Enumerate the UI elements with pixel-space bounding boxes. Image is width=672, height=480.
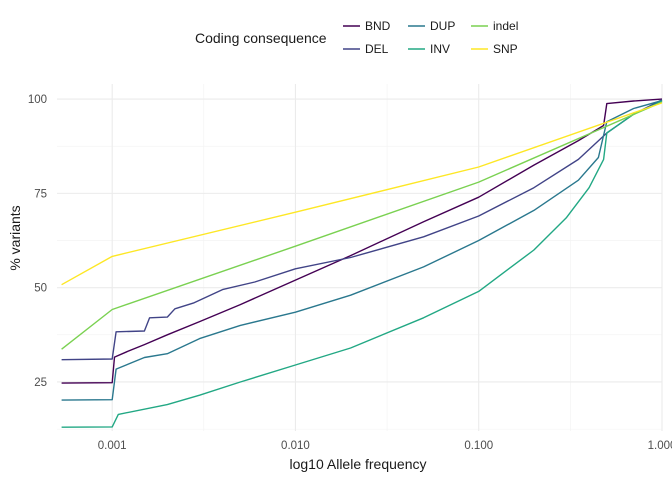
x-axis-tick-labels: 0.001 0.010 0.100 1.000 [98, 440, 672, 452]
y-tick-label: 50 [34, 283, 47, 295]
y-tick-label: 75 [34, 188, 47, 200]
x-tick-label: 0.010 [281, 440, 310, 452]
series-line-inv [61, 100, 663, 428]
legend-item-indel: indel [471, 19, 518, 33]
x-axis-title: log10 Allele frequency [290, 456, 427, 472]
series-line-dup [61, 99, 663, 401]
series-line-snp [61, 102, 663, 286]
x-tick-label: 1.000 [648, 440, 672, 452]
legend: Coding consequence BND DEL DUP INV indel SNP [195, 19, 518, 56]
series-lines [61, 98, 663, 428]
series-line-del [61, 99, 663, 361]
legend-item-del: DEL [343, 42, 389, 56]
legend-item-bnd: BND [343, 19, 391, 33]
y-axis-tick-labels: 25 50 75 100 [28, 94, 47, 389]
x-tick-label: 0.001 [98, 440, 127, 452]
legend-label-inv: INV [430, 42, 450, 56]
y-tick-label: 25 [34, 377, 47, 389]
legend-label-del: DEL [365, 42, 389, 56]
y-tick-label: 100 [28, 94, 47, 106]
y-axis-title: % variants [7, 205, 23, 270]
major-gridlines [57, 84, 663, 431]
legend-label-dup: DUP [430, 19, 455, 33]
series-line-indel [61, 101, 663, 350]
legend-item-dup: DUP [408, 19, 455, 33]
legend-label-bnd: BND [365, 19, 391, 33]
legend-label-snp: SNP [493, 42, 518, 56]
minor-gridlines [57, 84, 662, 431]
legend-label-indel: indel [493, 19, 518, 33]
x-tick-label: 0.100 [464, 440, 493, 452]
legend-title: Coding consequence [195, 30, 327, 46]
legend-item-inv: INV [408, 42, 450, 56]
legend-item-snp: SNP [471, 42, 518, 56]
series-line-bnd [61, 98, 663, 384]
